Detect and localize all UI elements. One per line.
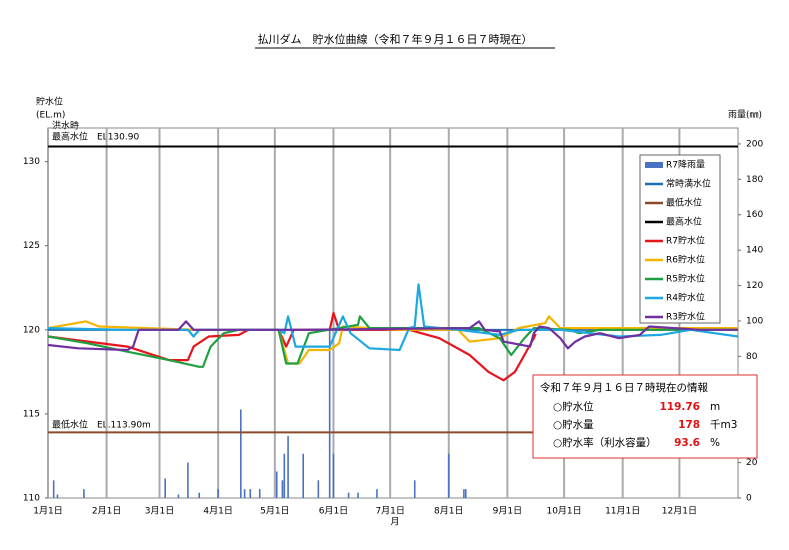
- legend-label: R6貯水位: [666, 254, 705, 266]
- annotation: 最高水位 EL130.90: [52, 131, 139, 143]
- info-unit: %: [710, 437, 720, 449]
- rain-bar: [243, 489, 246, 498]
- legend-label: 最高水位: [666, 216, 702, 228]
- water-level-line: [47, 320, 738, 352]
- water-level-line: [47, 311, 537, 382]
- rain-bar: [328, 329, 331, 498]
- x-tick-label: 10月1日: [546, 506, 581, 517]
- legend-label: R7貯水位: [666, 235, 705, 247]
- y2-tick-label: 200: [746, 139, 763, 149]
- legend-label: R7降雨量: [666, 159, 705, 171]
- rain-bar: [83, 489, 85, 498]
- y-tick-label: 120: [23, 325, 40, 335]
- annotation: 最低水位 EL.113.90m: [52, 419, 151, 431]
- y-axis-title: 貯水位: [36, 96, 63, 108]
- rain-bar: [258, 489, 261, 498]
- x-tick-label: 11月1日: [605, 506, 640, 517]
- y2-tick-label: 120: [746, 281, 763, 291]
- rain-bar: [463, 489, 465, 498]
- x-tick-label: 9月1日: [493, 506, 522, 517]
- legend-swatch: [645, 162, 663, 168]
- y2-tick-label: 80: [746, 352, 758, 362]
- chart-title: 払川ダム 貯水位曲線（令和７年９月１６日７時現在）: [258, 32, 533, 46]
- y2-tick-label: 0: [746, 494, 752, 504]
- y-tick-label: 130: [23, 157, 40, 167]
- rain-bar: [56, 494, 59, 498]
- y2-tick-label: 160: [746, 210, 763, 220]
- y2-tick-label: 20: [746, 458, 758, 468]
- rain-bar: [52, 480, 55, 498]
- info-box-frame: [532, 374, 758, 459]
- water-level-line: [47, 315, 738, 368]
- rain-bar: [164, 478, 167, 498]
- info-unit: m: [710, 401, 720, 413]
- y2-axis-title: 雨量(㎜): [728, 110, 762, 121]
- x-tick-label: 5月1日: [260, 506, 289, 517]
- rain-bar: [347, 492, 350, 498]
- rain-bar: [357, 492, 359, 498]
- rain-bar: [177, 494, 180, 498]
- rain-bar: [281, 480, 284, 498]
- info-label: ○貯水量: [553, 419, 594, 431]
- legend-label: R4貯水位: [666, 292, 705, 304]
- x-tick-label: 3月1日: [145, 506, 174, 517]
- legend-label: 最低水位: [666, 197, 702, 209]
- y2-tick-label: 180: [746, 175, 763, 185]
- x-tick-label: 12月1日: [662, 506, 697, 517]
- rain-bar: [376, 489, 378, 498]
- rain-bar: [302, 453, 305, 498]
- rain-bar: [332, 453, 335, 498]
- x-tick-label: 2月1日: [92, 506, 121, 517]
- info-title: 令和７年９月１６日７時現在の情報: [540, 381, 708, 394]
- rain-bar: [283, 453, 286, 498]
- y-axis-unit: (EL.m): [36, 111, 65, 121]
- water-level-line: [47, 283, 739, 352]
- x-tick-label: 6月1日: [319, 506, 348, 517]
- info-label: ○貯水位: [553, 400, 594, 413]
- info-value: 178: [678, 419, 700, 431]
- rain-bar: [447, 453, 450, 498]
- rain-bar: [275, 471, 278, 498]
- x-tick-label: 7月1日: [375, 506, 404, 517]
- x-tick-label: 8月1日: [434, 506, 463, 517]
- info-value: 93.6: [674, 437, 700, 449]
- legend-label: R3貯水位: [666, 311, 705, 323]
- rain-bar: [249, 489, 252, 498]
- x-tick-label: 1月1日: [33, 506, 62, 517]
- rain-bar: [217, 489, 219, 498]
- legend-box: [639, 154, 721, 324]
- x-tick-label: 4月1日: [203, 506, 232, 517]
- y-tick-label: 125: [23, 241, 40, 251]
- annotation: 洪水時: [52, 120, 79, 132]
- info-label: ○貯水率（利水容量）: [553, 436, 657, 449]
- rain-bar: [287, 436, 289, 498]
- info-box: 令和７年９月１６日７時現在の情報 ○貯水位 119.76 m ○貯水量 178 千m3 ○貯水…: [532, 374, 758, 459]
- legend-label: R5貯水位: [666, 273, 705, 285]
- info-value: 119.76: [659, 401, 700, 413]
- rain-bar: [187, 462, 189, 498]
- y-tick-label: 115: [23, 409, 40, 419]
- rain-bar: [464, 489, 467, 498]
- rain-bar: [317, 480, 320, 498]
- rain-bar: [198, 492, 201, 498]
- rain-bar: [240, 409, 242, 498]
- info-unit: 千m3: [710, 419, 737, 431]
- rain-bar: [413, 480, 416, 498]
- y2-tick-label: 100: [746, 316, 763, 326]
- y-tick-label: 110: [23, 494, 40, 504]
- y2-tick-label: 140: [746, 246, 763, 256]
- legend-label: 常時満水位: [666, 178, 711, 190]
- x-axis-title: 月: [390, 517, 399, 528]
